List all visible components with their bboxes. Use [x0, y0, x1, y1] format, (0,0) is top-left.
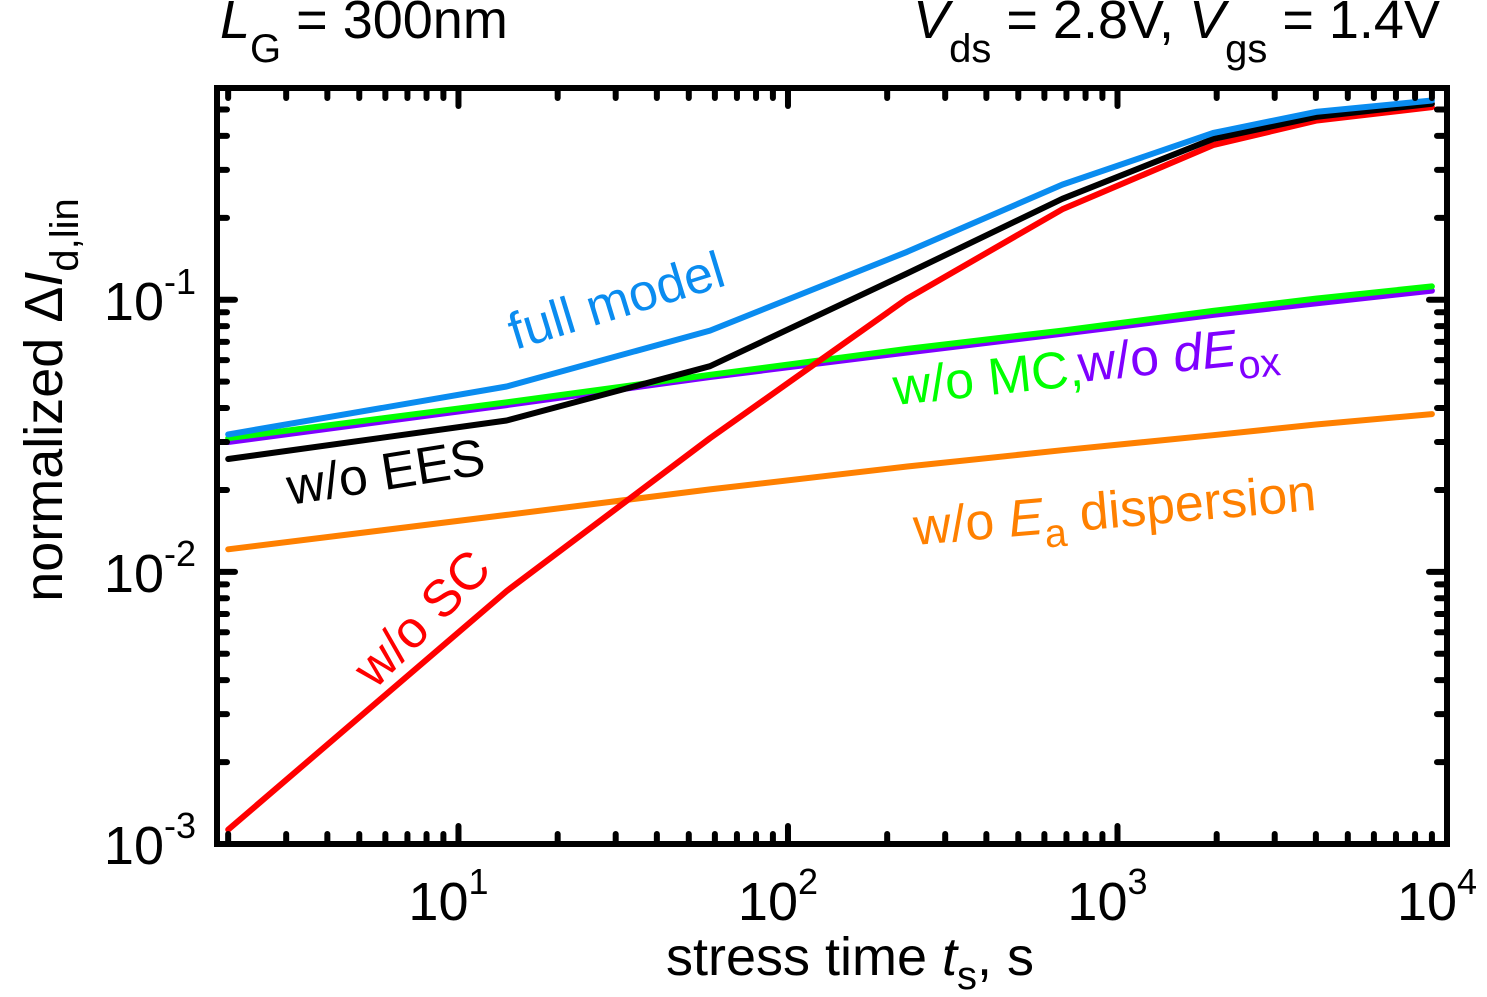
- y-tick-label-exp: -2: [164, 533, 196, 574]
- series-line-w-o-mc: [225, 283, 1435, 442]
- y-tick-label: 10-3: [104, 805, 196, 876]
- y-tick-label-exp: -3: [164, 805, 196, 846]
- x-axis-label: stress time ts, s: [666, 927, 1034, 997]
- y-tick-label-exp: -1: [164, 261, 196, 302]
- title-right-vgs-value: = 1.4V: [1267, 0, 1440, 50]
- x-axis-label-post: , s: [977, 927, 1034, 987]
- y-axis-label-sub: d,lin: [43, 198, 87, 271]
- series-layer: [225, 97, 1435, 833]
- annotation-full-part: full model: [502, 241, 732, 362]
- annotation-ea-part: w/o: [910, 491, 1011, 557]
- title-left-sub: G: [250, 27, 281, 71]
- annotation-full: full model: [502, 241, 732, 362]
- y-tick-label-base: 10: [104, 816, 164, 876]
- annotation-deox-part: ox: [1236, 340, 1283, 388]
- x-tick-label-exp: 2: [798, 861, 818, 902]
- x-tick-label-exp: 3: [1128, 861, 1148, 902]
- x-tick-label-base: 10: [1067, 872, 1127, 932]
- annotation-ea-part: E: [1006, 488, 1047, 549]
- series-line-full-model: [225, 97, 1435, 438]
- x-tick-label-base: 10: [408, 872, 468, 932]
- x-tick-label-base: 10: [1397, 872, 1457, 932]
- y-axis-label-pre: normalized Δ: [14, 287, 74, 602]
- x-tick-label: 101: [408, 861, 488, 932]
- y-axis-label: normalized ΔId,lin: [14, 198, 87, 602]
- x-axis-label-pre: stress time: [666, 927, 942, 987]
- annotation-deox-part: dE: [1170, 319, 1241, 383]
- x-axis-label-sub: s: [957, 954, 977, 997]
- x-tick-label: 103: [1067, 861, 1147, 932]
- title-left-var: L: [220, 0, 250, 50]
- y-tick-label-base: 10: [104, 272, 164, 332]
- annotation-ees: w/o EES: [282, 428, 489, 517]
- x-tick-label: 104: [1397, 861, 1477, 932]
- annotation-deox-part: w/o: [1074, 326, 1176, 394]
- annotation-deox: w/o dEox: [1074, 315, 1282, 405]
- title-left: LG = 300nm: [220, 0, 508, 71]
- title-right-vds-sub: ds: [949, 27, 991, 71]
- title-right-vds-value: = 2.8V,: [991, 0, 1189, 50]
- annotation-ea-part: a: [1043, 511, 1070, 557]
- y-axis-label-var: I: [14, 272, 74, 287]
- y-tick-label: 10-1: [104, 261, 196, 332]
- annotation-ees-part: w/o EES: [282, 428, 489, 517]
- title-left-rest: = 300nm: [281, 0, 508, 50]
- y-tick-label: 10-2: [104, 533, 196, 604]
- series-line-w-o-ees: [225, 100, 1435, 462]
- title-right-vgs-var: V: [1189, 0, 1230, 50]
- y-tick-label-base: 10: [104, 544, 164, 604]
- x-tick-label: 102: [738, 861, 818, 932]
- title-right-vds-var: V: [913, 0, 954, 50]
- plot-frame: [214, 85, 1450, 847]
- annotation-ea: w/o Ea dispersion: [910, 464, 1319, 568]
- title-right-vgs-sub: gs: [1225, 27, 1267, 71]
- title-right: Vds = 2.8V, Vgs = 1.4V: [913, 0, 1440, 71]
- annotation-ea-part: dispersion: [1063, 464, 1319, 544]
- x-tick-label-exp: 1: [468, 861, 488, 902]
- x-tick-label-exp: 4: [1457, 861, 1477, 902]
- series-line-w-o-sc: [225, 104, 1435, 833]
- x-axis-label-var: t: [942, 927, 959, 987]
- x-tick-label-base: 10: [738, 872, 798, 932]
- series-line-w-o-ea-dispersion: [225, 411, 1435, 553]
